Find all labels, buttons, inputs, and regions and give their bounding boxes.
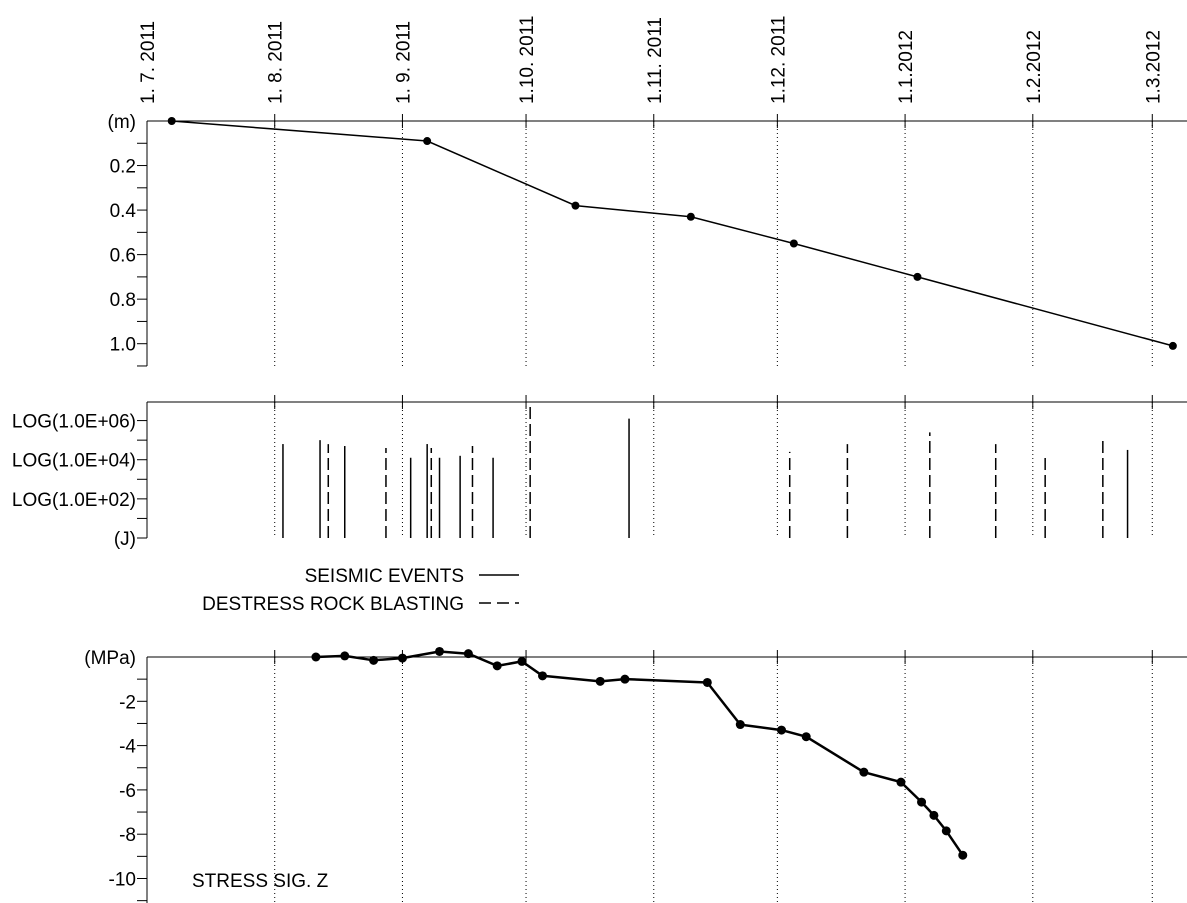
stress-series-line [315, 650, 964, 856]
depth-y-tick-label: 0.8 [110, 290, 136, 311]
date-tick-label: 1.2.2012 [1024, 30, 1045, 104]
stress-data-point [397, 653, 407, 663]
depth-data-point [1168, 341, 1177, 350]
stress-data-point [435, 646, 445, 656]
energy-y-axis-label: (J) [114, 529, 136, 550]
stress-y-axis-label: (MPa) [84, 648, 136, 669]
stress-y-tick-label: -4 [119, 737, 136, 758]
stress-y-tick-label: -8 [119, 825, 136, 846]
stress-data-point [538, 671, 548, 681]
depth-series-line [171, 120, 1174, 347]
depth-data-point [423, 137, 432, 146]
stress-data-point [735, 720, 745, 730]
energy-y-tick-label: LOG(1.0E+02) [12, 490, 136, 511]
energy-panel: (J) LOG(1.0E+02) LOG(1.0E+04) LOG(1.0E+06) [12, 395, 1187, 550]
depth-y-tick-label: 0.4 [110, 201, 137, 222]
depth-data-point [571, 201, 580, 210]
stress-data-point [801, 732, 811, 742]
stress-data-point [340, 651, 350, 661]
depth-data-point [789, 239, 798, 248]
stress-data-point [595, 676, 605, 686]
depth-data-point [686, 212, 695, 221]
depth-data-point [167, 117, 176, 125]
energy-y-tick-label: LOG(1.0E+04) [12, 451, 136, 472]
stress-data-point [929, 810, 939, 820]
date-tick-label: 1.11. 2011 [645, 17, 666, 104]
date-tick-label: 1.12. 2011 [768, 16, 789, 104]
stress-data-point [702, 677, 712, 687]
date-axis-labels: 1. 7. 2011 1. 8. 2011 1. 9. 2011 1.10. 2011… [138, 16, 1164, 104]
stress-data-point [941, 826, 951, 836]
date-tick-label: 1. 8. 2011 [266, 21, 287, 104]
depth-panel: (m) 0.2 0.4 0.6 0.8 1.0 [108, 112, 1187, 367]
stress-y-tick-label: -6 [119, 781, 136, 802]
stress-data-point [958, 850, 968, 860]
stress-data-point [620, 674, 630, 684]
stress-data-point [517, 656, 527, 666]
depth-y-tick-label: 1.0 [110, 335, 136, 356]
stress-annotation: STRESS SIG. Z [192, 871, 329, 892]
legend-seismic-label: SEISMIC EVENTS [305, 566, 464, 587]
stress-data-point [369, 655, 379, 665]
date-tick-label: 1.1.2012 [896, 30, 917, 104]
stress-y-tick-label: -10 [109, 870, 136, 891]
stress-data-point [917, 797, 927, 807]
depth-data-point [913, 272, 922, 281]
date-tick-label: 1.3.2012 [1143, 30, 1164, 104]
stress-data-point [859, 767, 869, 777]
stress-y-tick-label: -2 [119, 692, 136, 713]
date-tick-label: 1.10. 2011 [517, 16, 538, 104]
legend-blasting-label: DESTRESS ROCK BLASTING [202, 594, 464, 615]
date-tick-label: 1. 7. 2011 [138, 21, 159, 104]
stress-panel: (MPa) -2 -4 -6 -8 -10 STRESS SIG. Z [84, 646, 1187, 903]
depth-y-axis-label: (m) [108, 112, 136, 133]
stress-data-point [311, 652, 321, 662]
stress-data-point [776, 725, 786, 735]
stress-data-point [463, 649, 473, 659]
vertical-gridlines [274, 121, 1153, 903]
stress-data-point [492, 661, 502, 671]
energy-y-tick-label: LOG(1.0E+06) [12, 412, 136, 433]
stress-data-point [896, 777, 906, 787]
legend: SEISMIC EVENTS DESTRESS ROCK BLASTING [202, 566, 519, 615]
depth-y-tick-label: 0.2 [110, 157, 136, 178]
date-tick-label: 1. 9. 2011 [393, 21, 414, 104]
depth-y-tick-label: 0.6 [110, 246, 136, 267]
